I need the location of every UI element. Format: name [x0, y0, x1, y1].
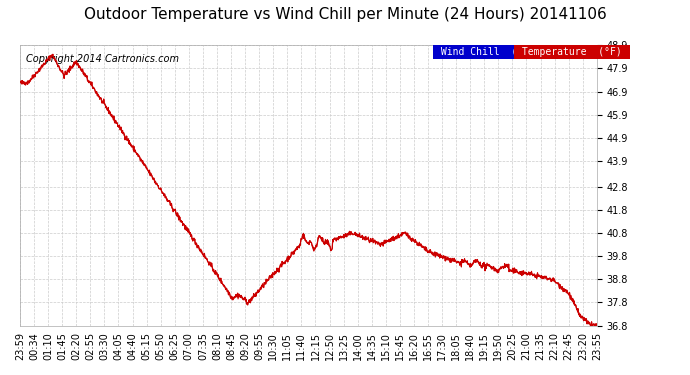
Text: Temperature  (°F): Temperature (°F) — [516, 46, 628, 57]
Text: Wind Chill  (°F): Wind Chill (°F) — [435, 46, 541, 57]
Text: Copyright 2014 Cartronics.com: Copyright 2014 Cartronics.com — [26, 54, 179, 64]
Text: Outdoor Temperature vs Wind Chill per Minute (24 Hours) 20141106: Outdoor Temperature vs Wind Chill per Mi… — [83, 8, 607, 22]
